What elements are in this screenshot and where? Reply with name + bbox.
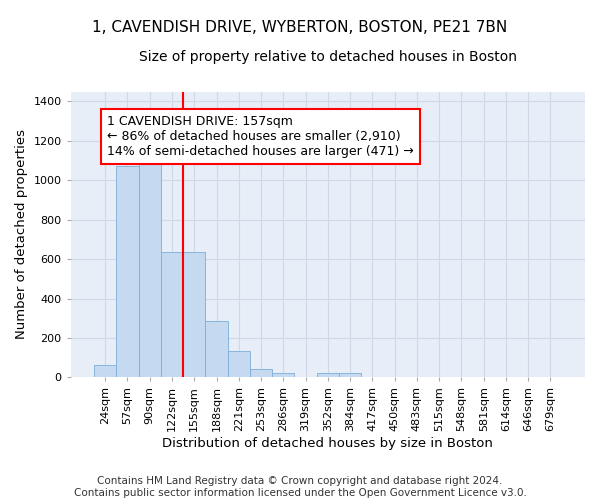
Bar [339, 374, 361, 378]
Title: Size of property relative to detached houses in Boston: Size of property relative to detached ho… [139, 50, 517, 64]
Bar [250, 368, 272, 378]
Bar [94, 364, 116, 378]
Text: 1 CAVENDISH DRIVE: 157sqm
← 86% of detached houses are smaller (2,910)
14% of se: 1 CAVENDISH DRIVE: 157sqm ← 86% of detac… [107, 115, 414, 158]
Bar [116, 166, 139, 378]
Bar [317, 374, 339, 378]
Bar [227, 351, 250, 378]
X-axis label: Distribution of detached houses by size in Boston: Distribution of detached houses by size … [163, 437, 493, 450]
Text: 1, CAVENDISH DRIVE, WYBERTON, BOSTON, PE21 7BN: 1, CAVENDISH DRIVE, WYBERTON, BOSTON, PE… [92, 20, 508, 35]
Y-axis label: Number of detached properties: Number of detached properties [15, 130, 28, 340]
Text: Contains HM Land Registry data © Crown copyright and database right 2024.
Contai: Contains HM Land Registry data © Crown c… [74, 476, 526, 498]
Bar [183, 252, 205, 378]
Bar [161, 252, 183, 378]
Bar [272, 374, 295, 378]
Bar [139, 148, 161, 378]
Bar [205, 321, 227, 378]
